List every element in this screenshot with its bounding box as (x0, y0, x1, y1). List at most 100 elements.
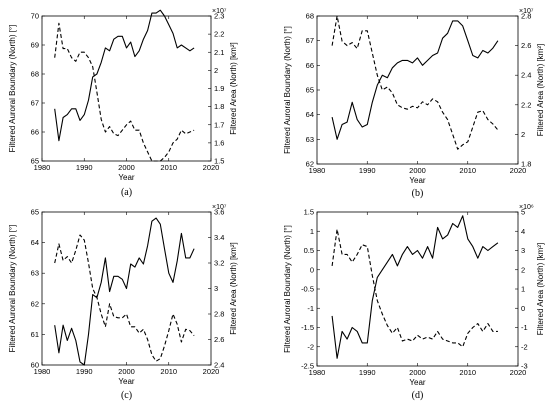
y-left-tick-label: 61 (31, 330, 39, 339)
y-left-tick-label: 65 (31, 157, 39, 166)
y-left-tick-label: -2.5 (301, 362, 314, 371)
y-right-axis-label: Filtered Area (North) [km²] (229, 242, 238, 334)
x-tick-label: 2000 (118, 163, 135, 172)
x-tick-label: 2010 (160, 367, 177, 376)
x-tick-label: 1990 (359, 368, 376, 377)
plot-frame (316, 15, 519, 165)
y-right-tick-label: 3 (214, 284, 218, 293)
y-right-tick-label: 2.8 (214, 310, 224, 319)
y-right-tick-label: -2 (521, 342, 528, 351)
x-tick-label: 2000 (409, 166, 426, 175)
y-right-tick-label: 2.3 (214, 12, 224, 21)
x-tick-label: 1990 (76, 163, 93, 172)
x-axis-label: Year (118, 173, 135, 182)
y-left-tick-label: -1.5 (301, 323, 314, 332)
x-tick-label: 2010 (160, 163, 177, 172)
x-tick-label: 1990 (76, 367, 93, 376)
panel-label: (d) (412, 390, 424, 401)
plot-frame (41, 15, 212, 162)
y-right-tick-label: 5 (521, 208, 525, 217)
y-right-tick-label: 2.1 (214, 48, 224, 57)
chart-panel-3: 1980 1990 2000 2010 2020 60 61 62 63 64 65 2.4 2.6 2.… (8, 204, 238, 401)
y-right-tick-label: 2 (521, 265, 525, 274)
chart-panel-2: 1980 1990 2000 2010 2020 62 63 64 65 66 67 68 1.8 2 2.… (283, 8, 545, 199)
y-right-tick-label: 2 (214, 66, 218, 75)
y-right-tick-label: 2.6 (214, 335, 224, 344)
area-series-line (331, 228, 498, 348)
y-left-tick-label: 63 (31, 269, 39, 278)
y-left-tick-label: 64 (31, 238, 39, 247)
area-series-line (54, 234, 195, 362)
boundary-series-line (54, 9, 195, 142)
y-left-tick-label: -2 (307, 342, 314, 351)
x-tick-label: 2020 (203, 367, 220, 376)
y-left-tick-label: 70 (31, 12, 39, 21)
y-left-tick-label: 62 (31, 299, 39, 308)
y-right-tick-label: 3.4 (214, 233, 224, 242)
right-axis-multiplier: ×10⁶ (519, 204, 534, 211)
y-right-tick-label: 4 (521, 227, 525, 236)
panel-label: (c) (121, 390, 132, 401)
y-left-tick-label: 67 (306, 36, 314, 45)
x-tick-label: 1990 (359, 166, 376, 175)
y-right-tick-label: 1 (521, 285, 525, 294)
y-left-tick-label: 69 (31, 41, 39, 50)
x-tick-label: 1980 (34, 163, 51, 172)
y-right-tick-label: 2.4 (214, 361, 224, 370)
y-right-axis-label: Filtered Area (North) [km²] (536, 44, 545, 136)
y-left-tick-label: 65 (306, 86, 314, 95)
y-right-tick-label: 1.8 (214, 102, 224, 111)
y-right-tick-label: 1.7 (214, 120, 224, 129)
chart-panel-1: 1980 1990 2000 2010 2020 65 66 67 68 69 70 1.5 1.6 1.… (8, 8, 238, 198)
y-right-tick-label: 2.6 (521, 41, 531, 50)
y-left-axis-label: Filtered Auroral Boundary (North) [°] (283, 225, 292, 353)
y-right-tick-label: 3 (521, 246, 525, 255)
y-right-tick-label: 3.2 (214, 259, 224, 268)
x-axis-label: Year (409, 378, 426, 387)
x-tick-label: 2010 (459, 166, 476, 175)
boundary-series-line (331, 215, 499, 359)
x-tick-label: 2020 (203, 163, 220, 172)
y-right-tick-label: 1.6 (214, 138, 224, 147)
boundary-series-line (54, 217, 195, 366)
y-left-tick-label: 64 (306, 110, 314, 119)
y-right-tick-label: 2.2 (521, 100, 531, 109)
y-left-tick-label: -0.5 (301, 285, 314, 294)
y-left-tick-label: 65 (31, 208, 39, 217)
y-right-tick-label: 0 (521, 304, 525, 313)
y-right-axis-label: Filtered Area (North) [km²] (536, 243, 545, 335)
y-right-tick-label: 1.5 (214, 157, 224, 166)
right-axis-multiplier: ×10⁷ (212, 8, 227, 15)
y-left-axis-label: Filtered Auroral Boundary (North) [°] (283, 26, 292, 154)
y-left-tick-label: 0.5 (304, 246, 314, 255)
y-right-tick-label: 2.8 (521, 12, 531, 21)
y-left-tick-label: -1 (307, 304, 314, 313)
chart-panel-4: 1980 1990 2000 2010 2020 -2.5 -2 -1.5 -1 -0.5 0 0.5… (283, 204, 545, 401)
panel-label: (b) (412, 188, 424, 199)
y-right-tick-label: 1.8 (521, 160, 531, 169)
y-left-axis-label: Filtered Auroral Boundary (North) [°] (8, 225, 17, 353)
plot-frame (316, 211, 519, 367)
y-left-tick-label: 63 (306, 135, 314, 144)
right-axis-multiplier: ×10⁷ (519, 8, 534, 15)
area-series-line (331, 15, 499, 150)
x-tick-label: 2000 (409, 368, 426, 377)
y-left-tick-label: 1.5 (304, 208, 314, 217)
area-series-line (54, 22, 195, 162)
x-tick-label: 2000 (118, 367, 135, 376)
y-left-tick-label: 68 (306, 12, 314, 21)
y-left-tick-label: 62 (306, 160, 314, 169)
y-right-tick-label: 2.2 (214, 30, 224, 39)
y-right-tick-label: 2 (521, 130, 525, 139)
y-left-tick-label: 66 (306, 61, 314, 70)
right-axis-multiplier: ×10⁷ (212, 204, 227, 211)
y-left-tick-label: 1 (310, 227, 314, 236)
y-right-axis-label: Filtered Area (North) [km²] (229, 42, 238, 134)
x-tick-label: 1980 (34, 367, 51, 376)
x-axis-label: Year (118, 377, 135, 386)
y-right-tick-label: 3.6 (214, 208, 224, 217)
y-left-tick-label: 0 (310, 265, 314, 274)
y-left-tick-label: 60 (31, 361, 39, 370)
y-right-tick-label: 1.9 (214, 84, 224, 93)
